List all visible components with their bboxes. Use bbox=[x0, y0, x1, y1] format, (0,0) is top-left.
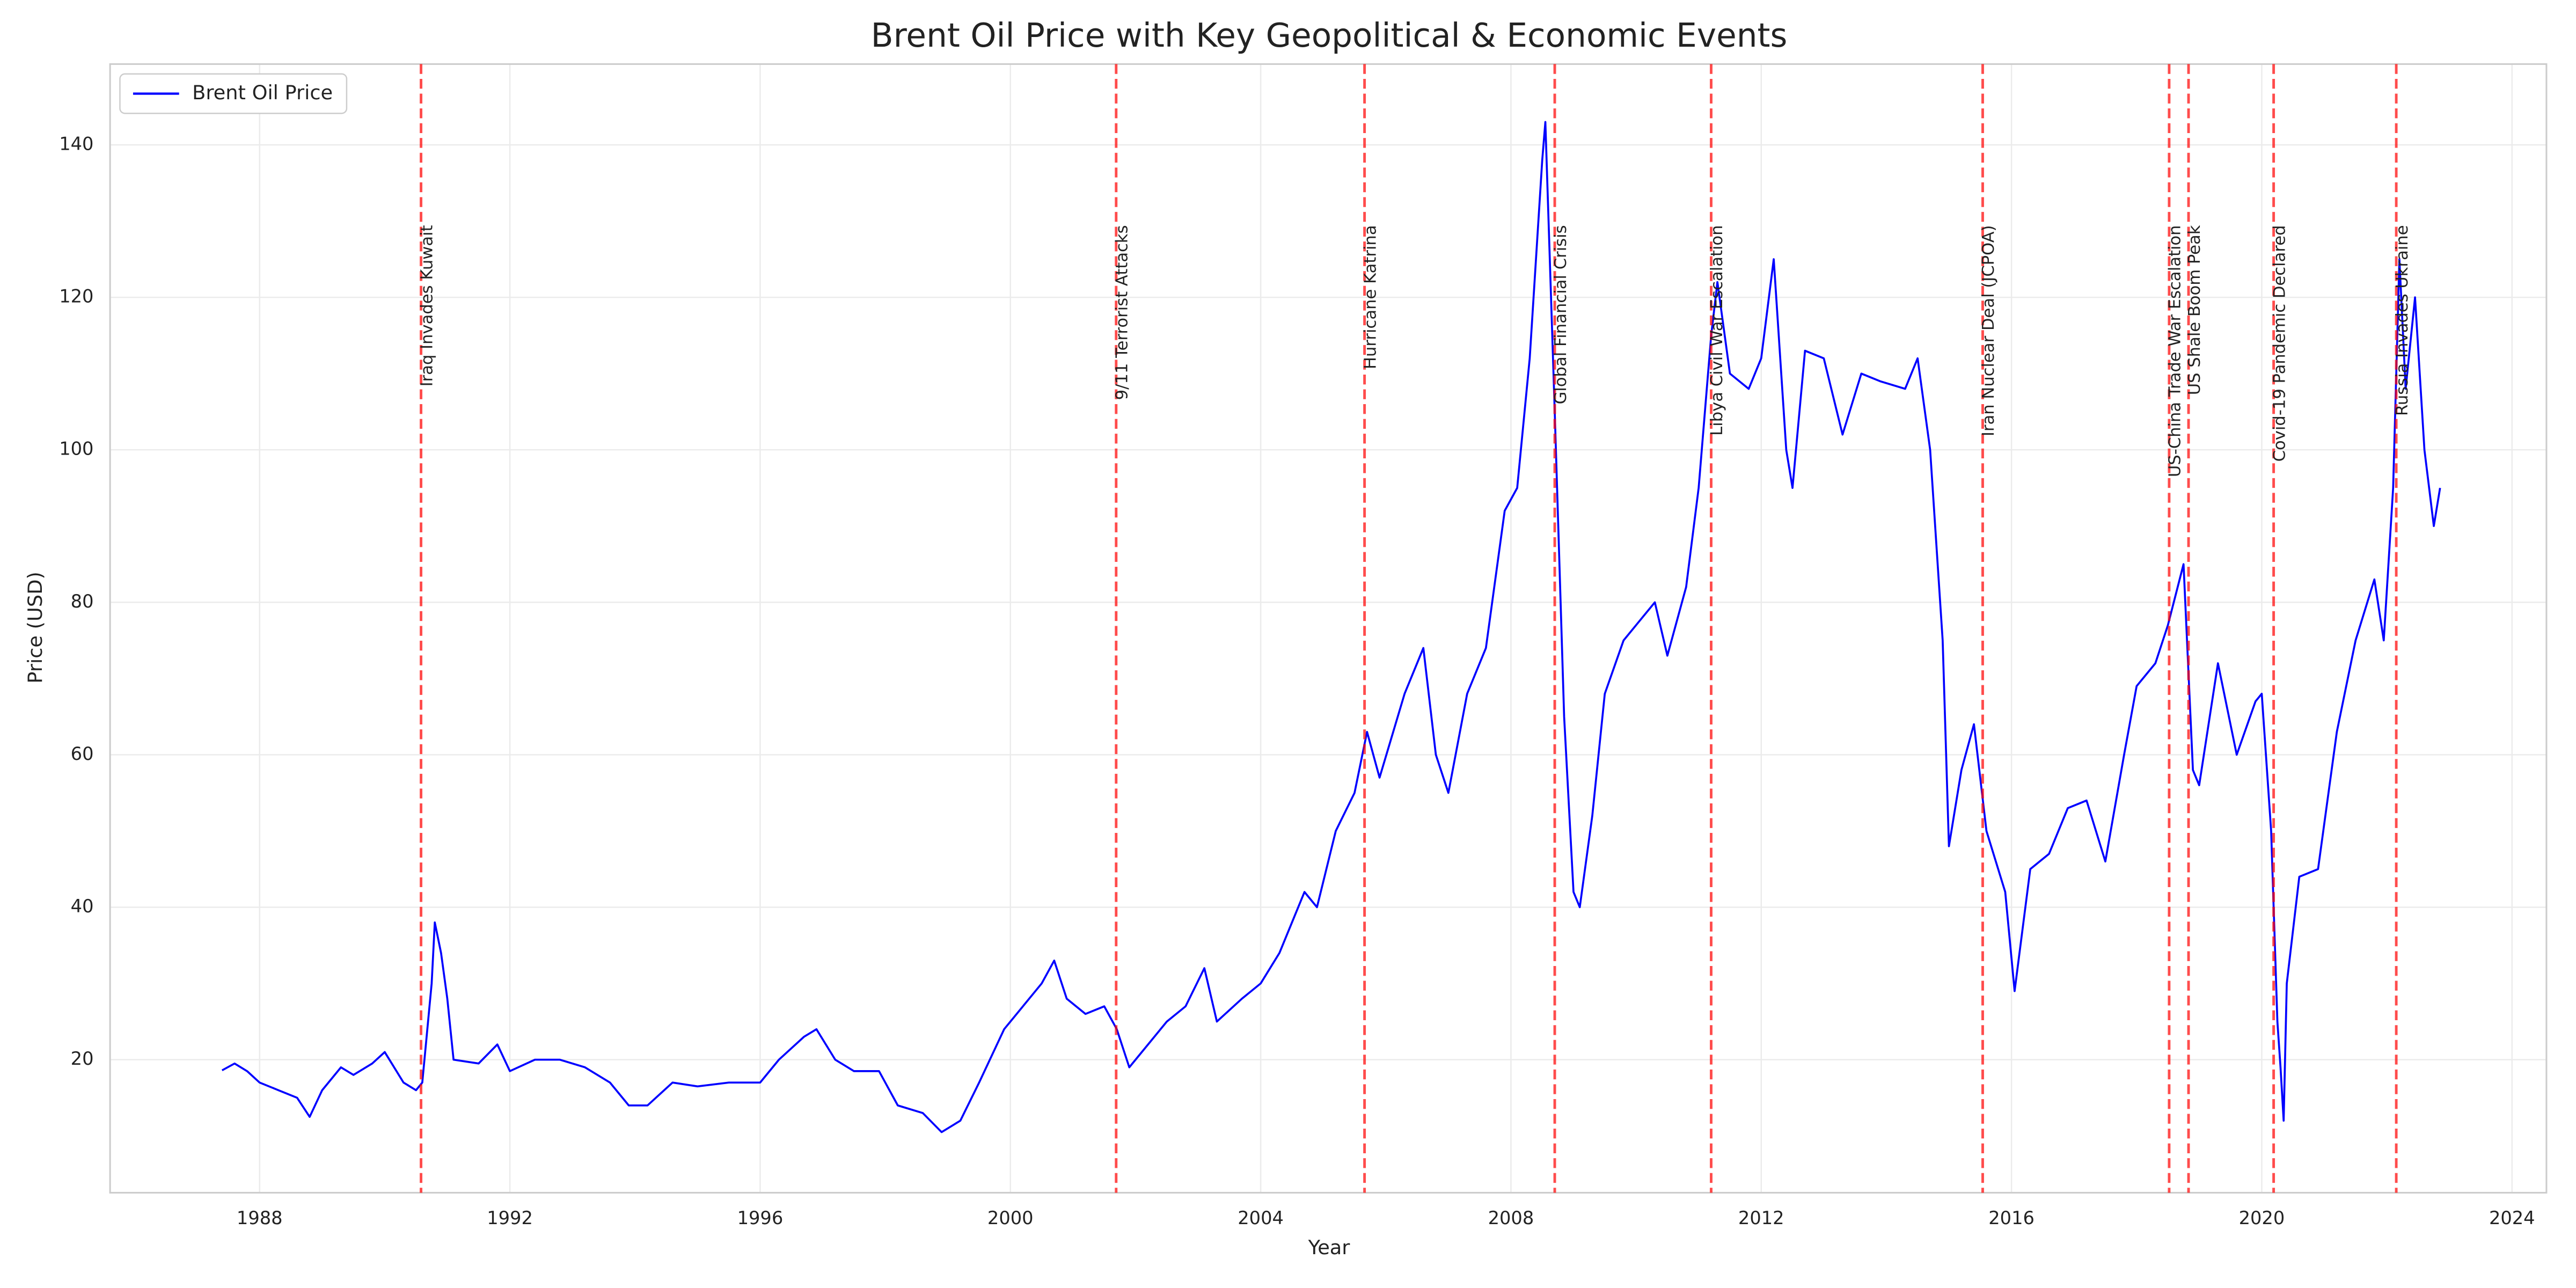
y-tick-label: 40 bbox=[71, 896, 94, 917]
y-tick-label: 140 bbox=[59, 133, 93, 154]
event-label: US Shale Boom Peak bbox=[2185, 225, 2204, 395]
x-tick-label: 1996 bbox=[737, 1208, 784, 1228]
y-axis-label: Price (USD) bbox=[24, 572, 47, 683]
x-tick-label: 2008 bbox=[1488, 1208, 1534, 1228]
x-tick-label: 2012 bbox=[1738, 1208, 1784, 1228]
x-tick-label: 1992 bbox=[487, 1208, 533, 1228]
x-tick-label: 1988 bbox=[237, 1208, 283, 1228]
y-tick-label: 120 bbox=[59, 286, 93, 307]
event-label: Libya Civil War Escalation bbox=[1708, 225, 1726, 435]
event-label: Covid-19 Pandemic Declared bbox=[2270, 225, 2289, 462]
y-tick-label: 20 bbox=[71, 1048, 94, 1069]
event-label: Iraq Invades Kuwait bbox=[418, 225, 436, 386]
x-tick-label: 2020 bbox=[2239, 1208, 2285, 1228]
event-label: Global Financial Crisis bbox=[1552, 225, 1570, 404]
chart-title: Brent Oil Price with Key Geopolitical & … bbox=[871, 17, 1788, 55]
legend: Brent Oil Price bbox=[119, 73, 348, 114]
x-tick-label: 2000 bbox=[987, 1208, 1034, 1228]
event-label: Hurricane Katrina bbox=[1361, 225, 1380, 369]
y-tick-label: 100 bbox=[59, 438, 93, 459]
legend-label: Brent Oil Price bbox=[192, 81, 333, 104]
x-tick-label: 2024 bbox=[2489, 1208, 2535, 1228]
event-label: US-China Trade War Escalation bbox=[2166, 225, 2185, 477]
legend-box bbox=[119, 73, 348, 114]
price-line bbox=[221, 121, 2441, 1133]
event-label: Russia Invades Ukraine bbox=[2393, 225, 2412, 416]
x-axis-label: Year bbox=[1308, 1236, 1351, 1259]
x-tick-label: 2016 bbox=[1988, 1208, 2035, 1228]
y-tick-label: 60 bbox=[71, 743, 94, 764]
event-label: 9/11 Terrorist Attacks bbox=[1113, 225, 1132, 400]
event-label: Iran Nuclear Deal (JCPOA) bbox=[1979, 225, 1998, 436]
y-tick-label: 80 bbox=[71, 591, 94, 612]
x-tick-label: 2004 bbox=[1238, 1208, 1284, 1228]
plot-frame bbox=[109, 63, 2548, 1194]
